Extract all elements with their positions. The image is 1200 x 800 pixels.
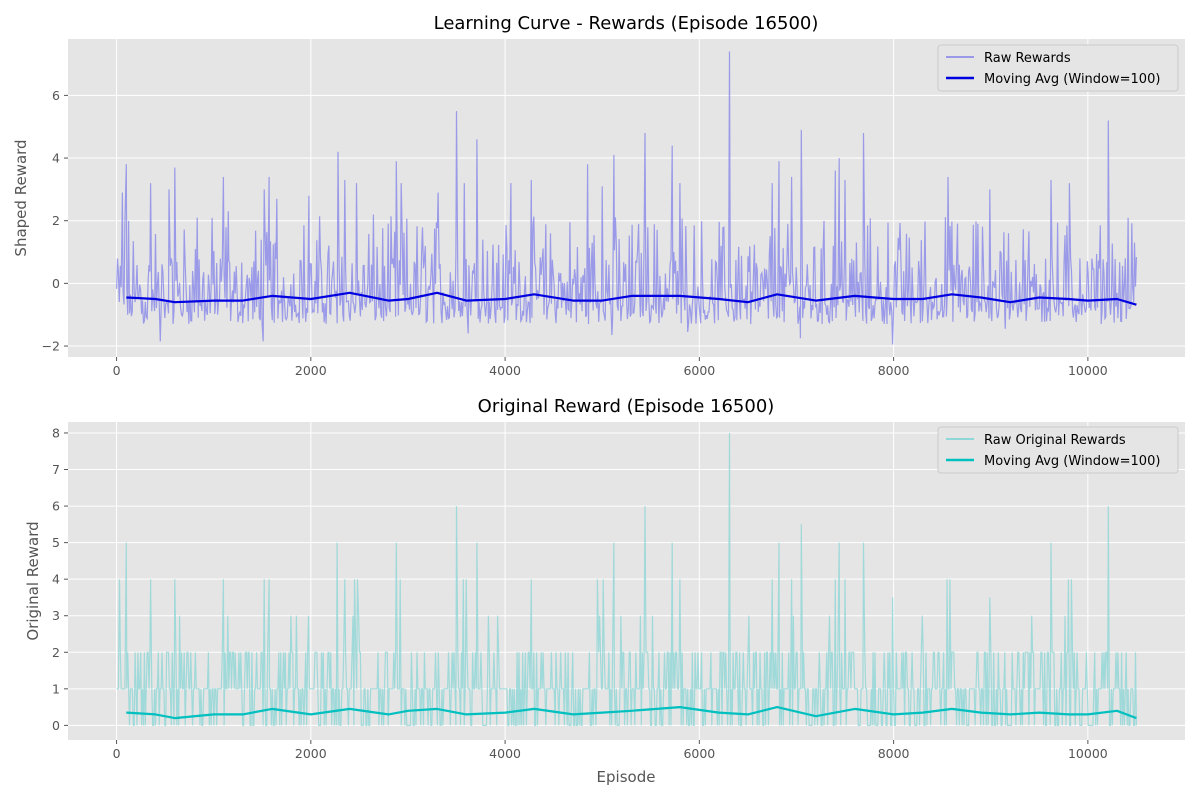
chart-original-reward: 0 2000 4000 6000 8000 10000 0 1 2 3 4 5 6 7 8 Origina… — [24, 396, 1185, 786]
x-ticks-rewards: 0 2000 4000 6000 8000 10000 — [113, 357, 1108, 378]
y-tick-label: 6 — [52, 88, 60, 103]
y-tick-label: 6 — [52, 499, 60, 514]
x-tick-label: 0 — [113, 746, 121, 761]
moving-avg-line — [126, 706, 1137, 720]
chart-title-rewards: Learning Curve - Rewards (Episode 16500) — [434, 13, 819, 34]
legend-label-raw-original: Raw Original Rewards — [984, 433, 1126, 448]
x-axis-label-original: Episode — [597, 768, 656, 786]
raw-series-line — [116, 432, 1137, 726]
series-moving-avg-rewards — [126, 291, 1137, 306]
x-tick-label: 6000 — [683, 746, 715, 761]
y-tick-label: 3 — [52, 608, 60, 623]
series-raw-original-rewards — [116, 432, 1137, 726]
y-tick-label: 0 — [52, 718, 60, 733]
y-tick-label: 4 — [52, 572, 60, 587]
x-tick-label: 4000 — [489, 746, 521, 761]
x-tick-label: 0 — [113, 363, 121, 378]
y-tick-label: 4 — [52, 151, 60, 166]
y-tick-label: −2 — [42, 339, 60, 354]
x-tick-label: 10000 — [1068, 746, 1108, 761]
x-tick-label: 8000 — [878, 746, 910, 761]
x-ticks-original: 0 2000 4000 6000 8000 10000 — [113, 740, 1108, 761]
y-tick-label: 2 — [52, 213, 60, 228]
series-moving-avg-original — [126, 706, 1137, 720]
legend-box-original — [937, 426, 1179, 474]
y-tick-label: 1 — [52, 681, 60, 696]
raw-series-line — [116, 51, 1137, 345]
legend-label-moving-avg-original: Moving Avg (Window=100) — [984, 454, 1160, 469]
legend-box-rewards — [937, 44, 1179, 92]
y-tick-label: 0 — [52, 276, 60, 291]
x-tick-label: 6000 — [683, 363, 715, 378]
chart-title-original: Original Reward (Episode 16500) — [478, 396, 775, 417]
series-raw-rewards — [116, 51, 1137, 345]
x-tick-label: 2000 — [295, 363, 327, 378]
y-ticks-original: 0 1 2 3 4 5 6 7 8 — [52, 425, 68, 733]
y-tick-label: 7 — [52, 462, 60, 477]
y-axis-label-original: Original Reward — [24, 521, 42, 640]
x-tick-label: 10000 — [1068, 363, 1108, 378]
y-tick-label: 5 — [52, 535, 60, 550]
x-tick-label: 4000 — [489, 363, 521, 378]
y-ticks-rewards: −2 0 2 4 6 — [42, 88, 68, 354]
legend-label-raw-rewards: Raw Rewards — [984, 51, 1071, 66]
y-axis-label-rewards: Shaped Reward — [12, 139, 30, 256]
y-tick-label: 8 — [52, 425, 60, 440]
grid-original — [68, 422, 1185, 740]
chart-rewards: 0 2000 4000 6000 8000 10000 −2 0 2 4 6 Learning C… — [12, 13, 1185, 378]
moving-avg-line — [126, 291, 1137, 306]
x-tick-label: 2000 — [295, 746, 327, 761]
y-tick-label: 2 — [52, 645, 60, 660]
legend-rewards: Raw Rewards Moving Avg (Window=100) — [937, 44, 1179, 92]
legend-label-moving-avg-rewards: Moving Avg (Window=100) — [984, 72, 1160, 87]
x-tick-label: 8000 — [878, 363, 910, 378]
legend-original: Raw Original Rewards Moving Avg (Window=… — [937, 426, 1179, 474]
